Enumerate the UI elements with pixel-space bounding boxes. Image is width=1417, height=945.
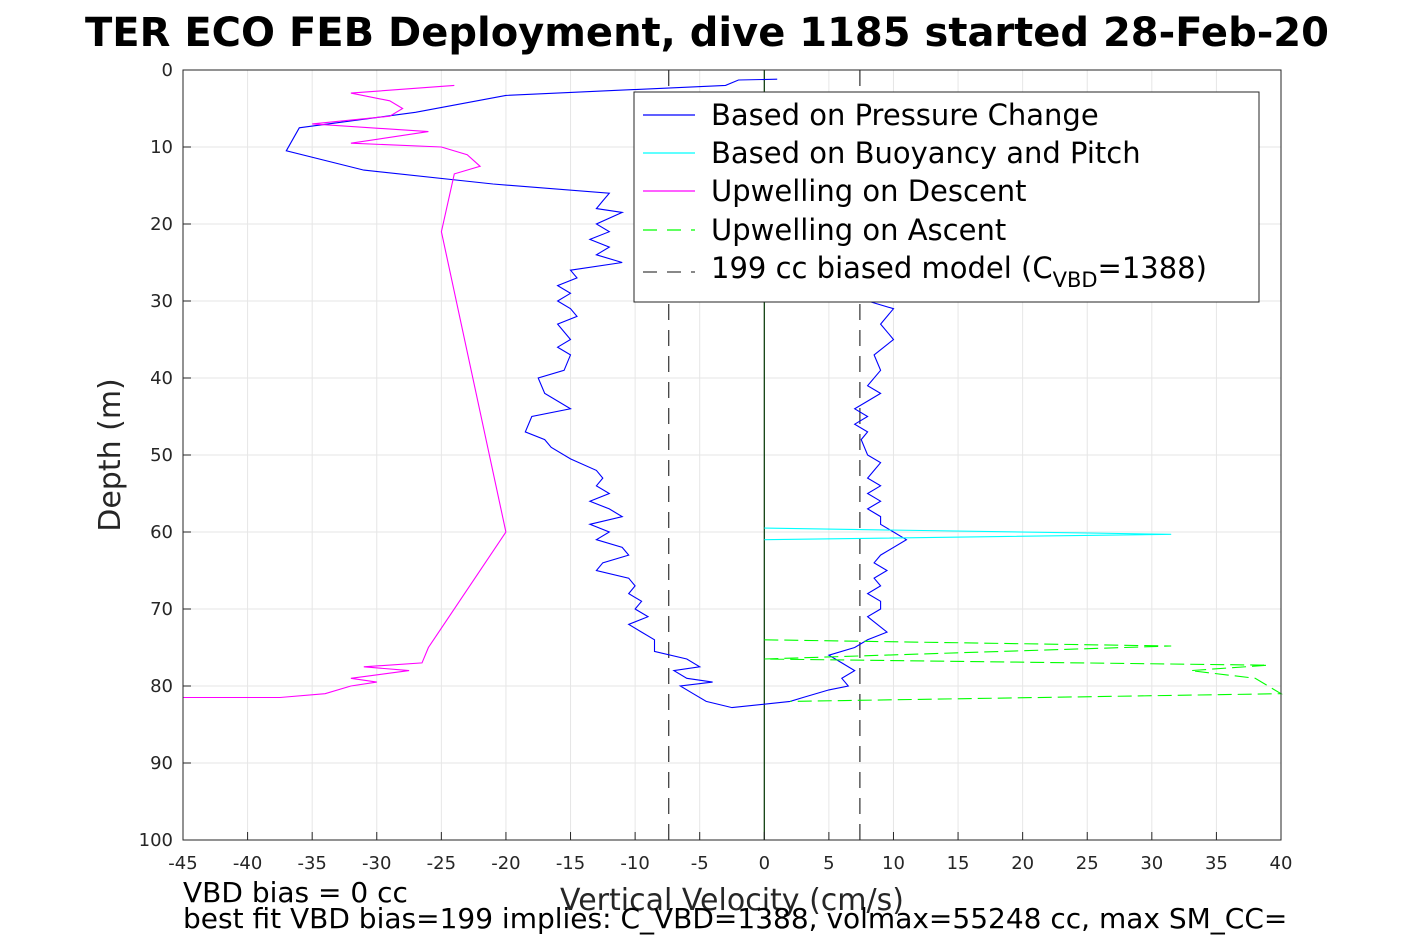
legend-model-suffix: =1388) bbox=[1098, 251, 1207, 285]
legend-label-buoyancy: Based on Buoyancy and Pitch bbox=[711, 136, 1141, 170]
x-tick-label: -40 bbox=[233, 853, 262, 874]
x-tick-label: -30 bbox=[362, 853, 391, 874]
x-ticks: -45 -40 -35 -30 -25 -20 -15 -10 -5 0 5 10 15 20 25 30 35… bbox=[168, 832, 1292, 874]
y-tick-label: 10 bbox=[150, 137, 173, 158]
x-tick-label: -5 bbox=[691, 853, 709, 874]
y-tick-label: 60 bbox=[150, 522, 173, 543]
legend: Based on Pressure Change Based on Buoyan… bbox=[633, 91, 1260, 303]
x-tick-label: 10 bbox=[882, 853, 905, 874]
series-buoyancy-line bbox=[764, 527, 1172, 541]
x-tick-label: -15 bbox=[556, 853, 585, 874]
series-pressure-line bbox=[285, 78, 908, 709]
y-tick-label: 20 bbox=[150, 214, 173, 235]
series-layer bbox=[183, 78, 1283, 709]
y-tick-label: 40 bbox=[150, 368, 173, 389]
series-descent-line bbox=[183, 84, 507, 699]
footer-vbd-bias: VBD bias = 0 cc bbox=[183, 876, 408, 909]
y-tick-label: 80 bbox=[150, 676, 173, 697]
x-tick-label: 5 bbox=[823, 853, 834, 874]
x-tick-label: 25 bbox=[1076, 853, 1099, 874]
legend-label-model: 199 cc biased model (CVBD=1388) bbox=[711, 251, 1207, 292]
x-tick-label: -10 bbox=[620, 853, 649, 874]
y-tick-label: 0 bbox=[162, 60, 173, 81]
legend-label-pressure: Based on Pressure Change bbox=[711, 98, 1099, 132]
series-ascent-line bbox=[764, 639, 1283, 702]
x-tick-label: 20 bbox=[1011, 853, 1034, 874]
x-tick-label: 0 bbox=[759, 853, 770, 874]
chart-title: TER ECO FEB Deployment, dive 1185 starte… bbox=[85, 10, 1329, 56]
x-tick-label: -25 bbox=[427, 853, 456, 874]
y-ticks: 0 10 20 30 40 50 60 70 80 90 100 bbox=[139, 60, 191, 851]
x-tick-label: 15 bbox=[947, 853, 970, 874]
y-tick-label: 90 bbox=[150, 753, 173, 774]
x-tick-label: 40 bbox=[1270, 853, 1293, 874]
footer-best-fit: best fit VBD bias=199 implies: C_VBD=138… bbox=[183, 902, 1287, 935]
x-tick-label: 30 bbox=[1140, 853, 1163, 874]
x-tick-label: -20 bbox=[491, 853, 520, 874]
x-tick-label: -45 bbox=[168, 853, 197, 874]
y-tick-label: 70 bbox=[150, 599, 173, 620]
legend-label-ascent: Upwelling on Ascent bbox=[711, 213, 1006, 247]
x-axis-label: Vertical Velocity (cm/s) bbox=[560, 883, 904, 918]
y-tick-label: 50 bbox=[150, 445, 173, 466]
x-tick-label: 35 bbox=[1205, 853, 1228, 874]
x-tick-label: -35 bbox=[297, 853, 326, 874]
y-axis-label: Depth (m) bbox=[93, 378, 128, 532]
legend-label-descent: Upwelling on Descent bbox=[711, 174, 1027, 208]
legend-model-prefix: 199 cc biased model (C bbox=[711, 251, 1053, 285]
y-tick-label: 30 bbox=[150, 291, 173, 312]
legend-box bbox=[633, 91, 1260, 303]
legend-model-subscript: VBD bbox=[1053, 268, 1098, 292]
y-tick-label: 100 bbox=[139, 830, 173, 851]
